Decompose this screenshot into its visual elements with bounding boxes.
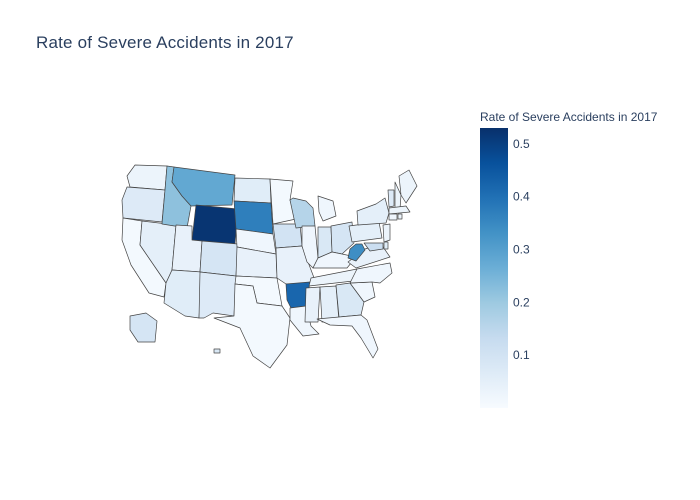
colorbar: 0.1 0.2 0.3 0.4 0.5 <box>480 128 530 408</box>
colorbar-tick-label: 0.1 <box>513 348 530 362</box>
state-ga[interactable]: GA: 0.08 <box>335 282 365 318</box>
colorbar-gradient <box>480 128 508 408</box>
colorbar-tick-label: 0.4 <box>513 190 530 204</box>
state-az[interactable]: AZ: 0.06 <box>163 269 203 319</box>
colorbar-tick-label: 0.5 <box>513 137 530 151</box>
chart-title: Rate of Severe Accidents in 2017 <box>36 33 294 52</box>
state-hi[interactable]: HI: 0.08 <box>213 348 221 354</box>
state-wi[interactable]: WI: 0.16 <box>289 197 316 229</box>
state-vt[interactable]: VT: 0.07 <box>387 189 395 208</box>
state-fl[interactable]: FL: 0.02 <box>316 314 379 359</box>
state-mi[interactable]: MI: 0.02 <box>317 195 337 222</box>
state-al[interactable]: AL: 0.05 <box>319 285 340 323</box>
state-wa[interactable]: WA: 0.03 <box>126 164 168 191</box>
state-nj[interactable]: NJ: 0.03 <box>382 223 391 243</box>
state-nc[interactable]: NC: 0.02 <box>349 262 393 284</box>
state-ri[interactable]: RI: 0.03 <box>397 213 403 220</box>
state-ct[interactable]: CT: 0.02 <box>388 213 398 221</box>
state-mt[interactable]: MT: 0.28 <box>171 166 236 207</box>
colorbar-title: Rate of Severe Accidents in 2017 <box>480 110 658 124</box>
state-wy[interactable]: WY: 0.52 <box>191 204 239 245</box>
state-wv[interactable]: WV: 0.34 <box>347 243 366 262</box>
colorbar-tick-label: 0.3 <box>513 243 530 257</box>
state-pa[interactable]: PA: 0.05 <box>348 221 383 243</box>
state-ky[interactable]: KY: 0.02 <box>312 251 357 269</box>
state-nd[interactable]: ND: 0.06 <box>233 177 272 204</box>
colorbar-tick-label: 0.2 <box>513 295 530 309</box>
state-nm[interactable]: NM: 0.07 <box>198 271 237 319</box>
state-ak[interactable]: AK: 0.09 <box>129 312 158 343</box>
state-de[interactable]: DE: 0.06 <box>383 241 389 250</box>
state-ms[interactable]: MS: 0.04 <box>304 286 321 323</box>
state-co[interactable]: CO: 0.09 <box>199 240 239 277</box>
state-me[interactable]: ME: 0.03 <box>398 169 418 204</box>
state-tx[interactable]: TX: 0.01 <box>213 283 291 369</box>
state-or[interactable]: OR: 0.07 <box>121 186 166 223</box>
states-layer: WA: 0.03OR: 0.07CA: 0.01NV: 0.05ID: 0.22… <box>121 164 418 369</box>
state-oh[interactable]: OH: 0.09 <box>330 221 355 255</box>
state-md[interactable]: MD: 0.12 <box>363 242 384 252</box>
state-ny[interactable]: NY: 0.05 <box>356 197 390 226</box>
state-sd[interactable]: SD: 0.37 <box>233 200 274 235</box>
colorbar-ticks: 0.1 0.2 0.3 0.4 0.5 <box>513 137 530 362</box>
state-ma[interactable]: MA: 0.03 <box>388 205 411 215</box>
